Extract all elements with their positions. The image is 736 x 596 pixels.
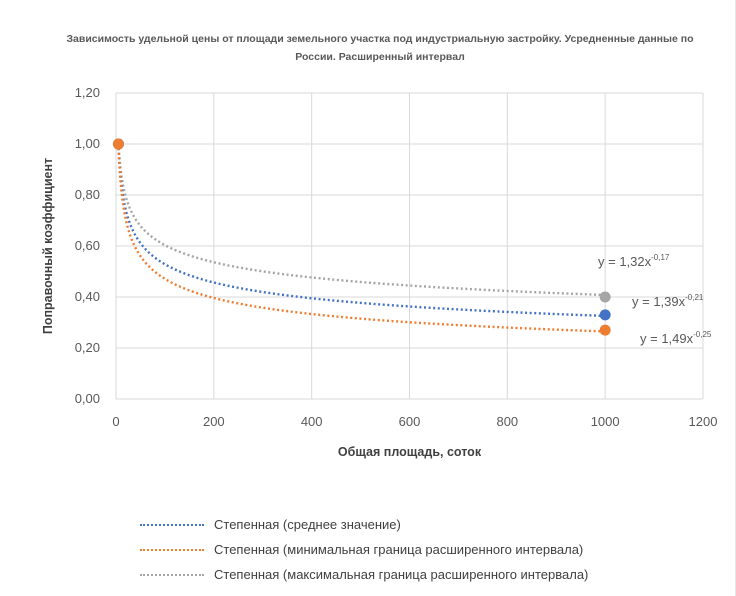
legend-label-0: Степенная (среднее значение)	[214, 517, 401, 532]
y-tick-label: 0,40	[75, 289, 100, 304]
legend-swatch-1	[140, 548, 204, 551]
data-point-1-0	[112, 138, 124, 150]
data-point-2-1	[599, 291, 611, 303]
trendline-equation-2: y = 1,32x-0,17	[598, 253, 670, 269]
x-tick-label: 600	[399, 414, 421, 429]
data-point-1-1	[599, 324, 611, 336]
y-tick-label: 0,20	[75, 340, 100, 355]
trendline-equation-1: y = 1,49x-0,25	[640, 330, 712, 346]
y-tick-label: 1,20	[75, 85, 100, 100]
x-tick-label: 400	[301, 414, 323, 429]
chart-title: Зависимость удельной цены от площади зем…	[66, 33, 694, 63]
x-tick-label: 1000	[591, 414, 620, 429]
legend-label-1: Степенная (минимальная граница расширенн…	[214, 542, 584, 557]
y-axis-title: Поправочный коэффициент	[41, 158, 55, 334]
series-line-2	[117, 142, 606, 297]
x-tick-label: 200	[203, 414, 225, 429]
legend-swatch-0	[140, 523, 204, 526]
series-line-0	[117, 142, 606, 318]
x-tick-label: 1200	[689, 414, 718, 429]
x-axis-title: Общая площадь, соток	[338, 445, 482, 459]
legend-item-0: Степенная (среднее значение)	[140, 512, 588, 537]
series-line-1	[117, 142, 606, 333]
trendline-equation-0: y = 1,39x-0,21	[632, 293, 704, 309]
legend-label-2: Степенная (максимальная граница расширен…	[214, 567, 589, 582]
y-tick-label: 1,00	[75, 136, 100, 151]
x-tick-label: 0	[112, 414, 119, 429]
legend: Степенная (среднее значение) Степенная (м…	[140, 512, 588, 587]
legend-item-1: Степенная (минимальная граница расширенн…	[140, 537, 588, 562]
y-tick-label: 0,60	[75, 238, 100, 253]
legend-swatch-2	[140, 573, 204, 576]
x-tick-label: 800	[496, 414, 518, 429]
y-tick-label: 0,80	[75, 187, 100, 202]
data-point-0-1	[599, 309, 611, 321]
y-tick-label: 0,00	[75, 391, 100, 406]
legend-item-2: Степенная (максимальная граница расширен…	[140, 562, 588, 587]
